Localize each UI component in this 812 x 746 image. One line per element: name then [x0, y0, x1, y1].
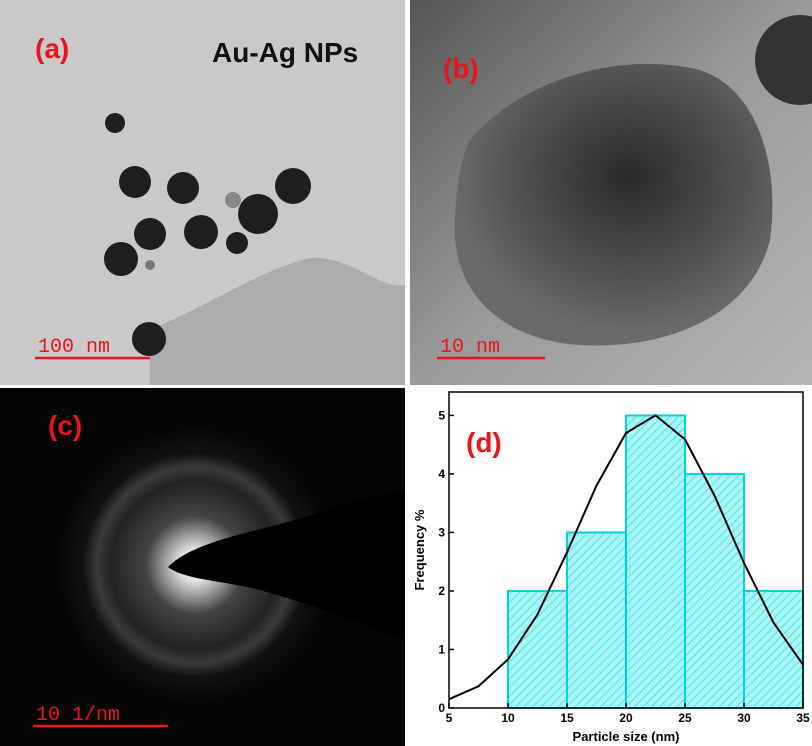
y-tick-label: 2 [438, 584, 445, 598]
x-tick-label: 25 [678, 711, 692, 725]
y-tick-label: 3 [438, 525, 445, 539]
histogram-panel: 5 10 15 20 25 30 35 0 1 2 3 4 5 Particle size (nm) Fre… [405, 388, 812, 746]
panel-a: (a) Au-Ag NPs 100 nm [0, 0, 405, 385]
bar [567, 532, 626, 708]
panel-label: (a) [35, 33, 69, 64]
y-axis-label: Frequency % [412, 509, 427, 590]
scale-label: 100 nm [38, 336, 110, 359]
panel-c: (c) 10 1/nm [0, 388, 405, 746]
bar [626, 415, 685, 708]
page: (a) Au-Ag NPs 100 nm (b) 10 nm (c) 10 1/… [0, 0, 812, 746]
scale-label: 10 nm [440, 336, 500, 359]
x-axis-label: Particle size (nm) [573, 729, 680, 744]
bar [744, 591, 803, 708]
x-tick-label: 35 [796, 711, 810, 725]
y-tick-label: 0 [438, 701, 445, 715]
bar [508, 591, 567, 708]
figure: (a) Au-Ag NPs 100 nm (b) 10 nm (c) 10 1/… [0, 0, 812, 746]
panel-label: (b) [443, 53, 479, 84]
panel-b: (b) 10 nm [410, 0, 812, 385]
y-tick-label: 5 [438, 408, 445, 422]
y-tick-label: 4 [438, 467, 445, 481]
scale-label: 10 1/nm [36, 704, 120, 727]
x-tick-label: 5 [446, 711, 453, 725]
x-tick-label: 15 [560, 711, 574, 725]
x-tick-label: 30 [737, 711, 751, 725]
x-tick-label: 20 [619, 711, 633, 725]
x-tick-label: 10 [501, 711, 515, 725]
panel-label: (d) [466, 427, 502, 458]
y-tick-label: 1 [438, 642, 445, 656]
panel-title: Au-Ag NPs [212, 37, 358, 68]
panel-label: (c) [48, 410, 82, 441]
bar [685, 474, 744, 708]
